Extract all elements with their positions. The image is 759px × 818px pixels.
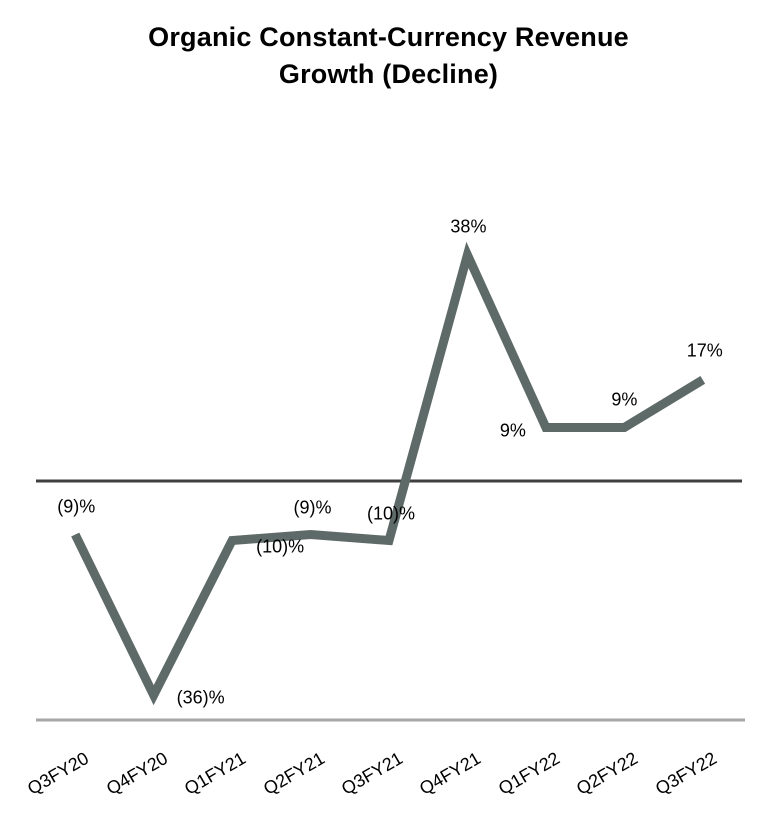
revenue-line [71,241,706,706]
data-label-q3fy20: (9)% [57,496,96,517]
data-label-q2fy21: (9)% [293,497,332,518]
data-label-q2fy22: 9% [611,389,638,410]
data-label-q4fy21: 38% [450,216,487,237]
chart-title: Organic Constant-Currency Revenue Growth… [0,19,759,93]
data-label-q1fy21: (10)% [256,536,305,556]
data-label-q4fy20: (36)% [176,687,225,708]
data-label-q3fy22: 17% [686,340,723,361]
data-label-q1fy22: 9% [499,420,526,441]
data-label-q3fy21: (10)% [366,503,416,523]
chart-title-line2: Growth (Decline) [278,59,499,89]
chart-title-line1: Organic Constant-Currency Revenue [148,22,629,52]
